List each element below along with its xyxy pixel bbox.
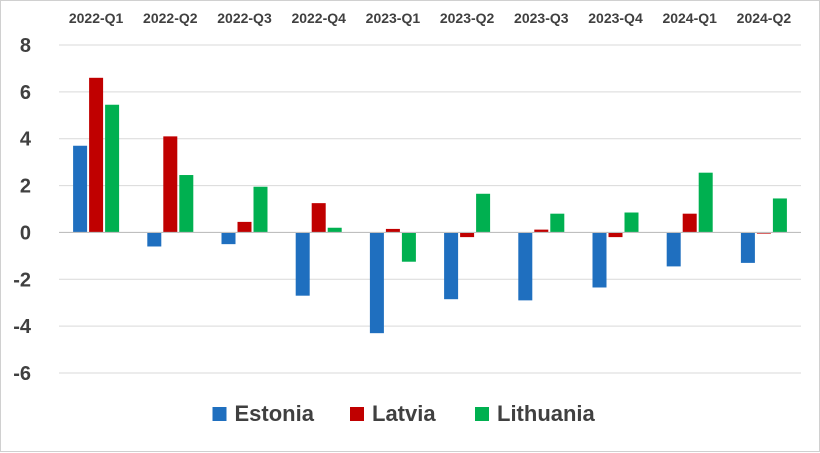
bar-latvia (89, 77, 104, 233)
category-label: 2022-Q1 (69, 10, 124, 26)
category-label: 2023-Q1 (366, 10, 421, 26)
bar-estonia (592, 232, 607, 288)
category-label: 2022-Q2 (143, 10, 198, 26)
bar-lithuania (476, 193, 491, 233)
bar-estonia (295, 232, 310, 296)
legend-label: Latvia (372, 401, 436, 426)
legend-swatch (212, 407, 227, 421)
bar-latvia (385, 228, 400, 233)
bar-estonia (221, 232, 236, 245)
bars (73, 77, 787, 334)
bar-estonia (740, 232, 755, 263)
bar-estonia (444, 232, 459, 300)
legend-label: Estonia (235, 401, 315, 426)
y-tick-label: 0 (20, 222, 31, 244)
bar-latvia (460, 232, 475, 238)
bar-lithuania (253, 186, 268, 233)
legend-label: Lithuania (497, 401, 596, 426)
bar-lithuania (624, 212, 639, 233)
legend-item-lithuania: Lithuania (475, 401, 596, 426)
category-label: 2023-Q4 (588, 10, 643, 26)
bar-latvia (682, 213, 697, 233)
y-tick-label: -2 (13, 269, 31, 291)
y-tick-label: 2 (20, 176, 31, 198)
bar-latvia (237, 221, 252, 233)
category-label: 2022-Q4 (291, 10, 346, 26)
bar-lithuania (772, 198, 787, 233)
legend-swatch (350, 407, 364, 421)
bar-lithuania (327, 227, 342, 233)
category-label: 2024-Q1 (662, 10, 717, 26)
legend: Estonia Latvia Lithuania (212, 401, 596, 426)
category-label: 2022-Q3 (217, 10, 272, 26)
bar-latvia (163, 136, 178, 233)
y-tick-label: 8 (20, 35, 31, 57)
y-tick-label: 6 (20, 82, 31, 104)
bar-lithuania (550, 213, 565, 233)
category-label: 2024-Q2 (737, 10, 792, 26)
category-labels: 2022-Q1 2022-Q2 2022-Q3 2022-Q4 2023-Q1 2023-… (69, 10, 791, 26)
y-tick-label: 4 (20, 129, 32, 151)
bar-lithuania (401, 232, 416, 262)
legend-item-estonia: Estonia (212, 401, 315, 426)
bar-latvia (311, 203, 326, 233)
y-tick-label: -4 (13, 316, 32, 338)
bar-latvia (534, 229, 549, 233)
bar-estonia (73, 145, 88, 233)
bar-estonia (369, 232, 384, 334)
legend-item-latvia: Latvia (350, 401, 436, 426)
y-tick-label: -6 (13, 363, 31, 385)
category-label: 2023-Q3 (514, 10, 569, 26)
bar-estonia (147, 232, 162, 247)
category-label: 2023-Q2 (440, 10, 495, 26)
bar-lithuania (179, 175, 194, 233)
y-axis: 8 6 4 2 0 -2 -4 -6 (13, 35, 32, 385)
bar-lithuania (105, 104, 120, 233)
legend-swatch (475, 407, 489, 421)
bar-estonia (518, 232, 533, 301)
bar-latvia (608, 232, 623, 238)
bar-estonia (666, 232, 681, 267)
bar-lithuania (698, 172, 713, 233)
